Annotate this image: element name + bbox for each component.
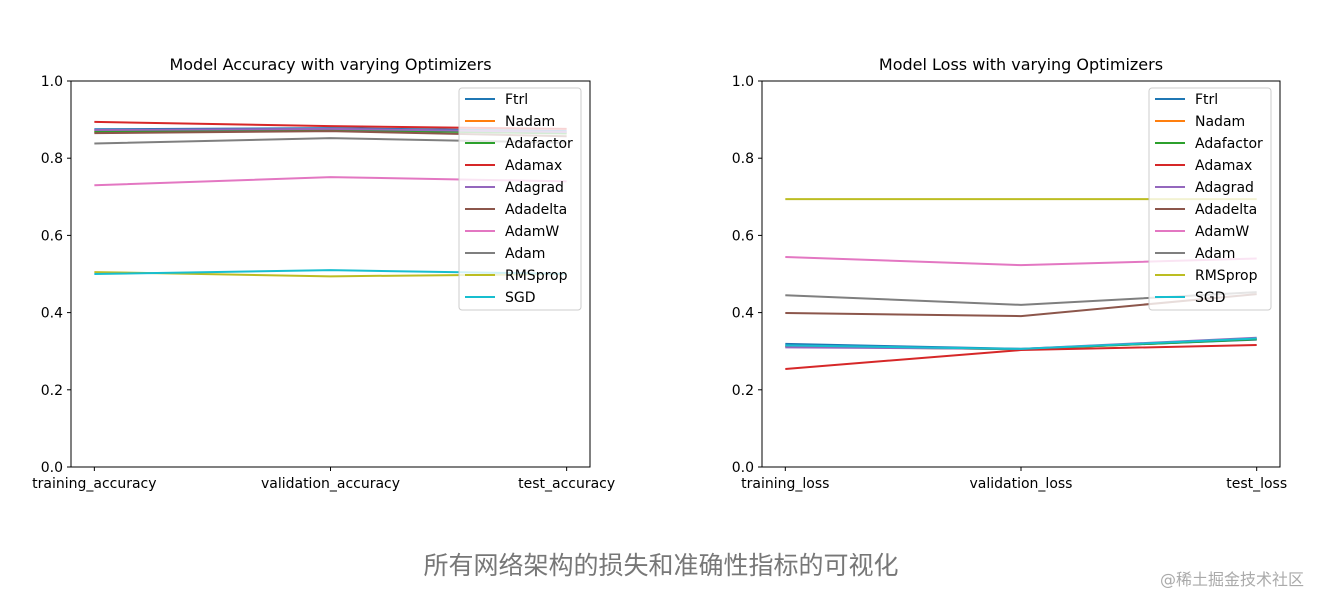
legend-label: Adadelta [505, 202, 567, 218]
legend: Ftrl Nadam Adafactor Adamax Adagrad Adadelta A… [1148, 87, 1272, 311]
legend: Ftrl Nadam Adafactor Adamax Adagrad Adadelta A… [458, 87, 582, 311]
x-tick-label: validation_accuracy [261, 476, 400, 492]
y-tick-label: 0.8 [41, 151, 63, 167]
legend-label: Adamax [505, 158, 562, 174]
legend-label: Adamax [1195, 158, 1252, 174]
legend-label: Nadam [1195, 114, 1245, 130]
legend-label: Ftrl [505, 92, 528, 108]
legend-label: Adam [505, 246, 545, 262]
x-tick-label: training_accuracy [32, 476, 156, 492]
chart-1: Model Loss with varying Optimizers 0.0 0.2… [732, 55, 1287, 492]
legend-label: RMSprop [505, 268, 568, 284]
caption: 所有网络架构的损失和准确性指标的可视化 [423, 551, 899, 580]
y-tick-label: 0.2 [41, 383, 63, 399]
y-tick-label: 0.0 [41, 460, 63, 476]
x-tick-label: test_loss [1226, 476, 1287, 492]
x-tick-label: test_accuracy [518, 476, 615, 492]
legend-label: Adam [1195, 246, 1235, 262]
watermark: @稀土掘金技术社区 [1159, 570, 1304, 589]
y-tick-label: 1.0 [732, 74, 754, 90]
legend-label: Adadelta [1195, 202, 1257, 218]
y-tick-label: 1.0 [41, 74, 63, 90]
legend-label: AdamW [505, 224, 559, 240]
chart-title: Model Loss with varying Optimizers [879, 55, 1163, 74]
y-tick-label: 0.4 [732, 306, 754, 322]
y-tick-label: 0.8 [732, 151, 754, 167]
plot-frame [761, 80, 1281, 468]
plot-frame [70, 80, 591, 468]
y-tick-label: 0.4 [41, 306, 63, 322]
legend-label: Adagrad [505, 180, 564, 196]
x-tick-label: training_loss [741, 476, 829, 492]
y-tick-label: 0.6 [41, 228, 63, 244]
legend-label: RMSprop [1195, 268, 1258, 284]
chart-0: Model Accuracy with varying Optimizers 0.… [32, 55, 615, 492]
legend-label: Adafactor [1195, 136, 1263, 152]
legend-label: Adagrad [1195, 180, 1254, 196]
x-tick-label: validation_loss [970, 476, 1073, 492]
chart-title: Model Accuracy with varying Optimizers [169, 55, 491, 74]
legend-label: SGD [1195, 290, 1226, 306]
legend-label: SGD [505, 290, 536, 306]
y-tick-label: 0.0 [732, 460, 754, 476]
legend-label: AdamW [1195, 224, 1249, 240]
legend-label: Nadam [505, 114, 555, 130]
series-line-sgd [785, 337, 1257, 350]
legend-label: Ftrl [1195, 92, 1218, 108]
y-tick-label: 0.2 [732, 383, 754, 399]
y-tick-label: 0.6 [732, 228, 754, 244]
legend-label: Adafactor [505, 136, 573, 152]
series-line-adamax [785, 344, 1257, 370]
